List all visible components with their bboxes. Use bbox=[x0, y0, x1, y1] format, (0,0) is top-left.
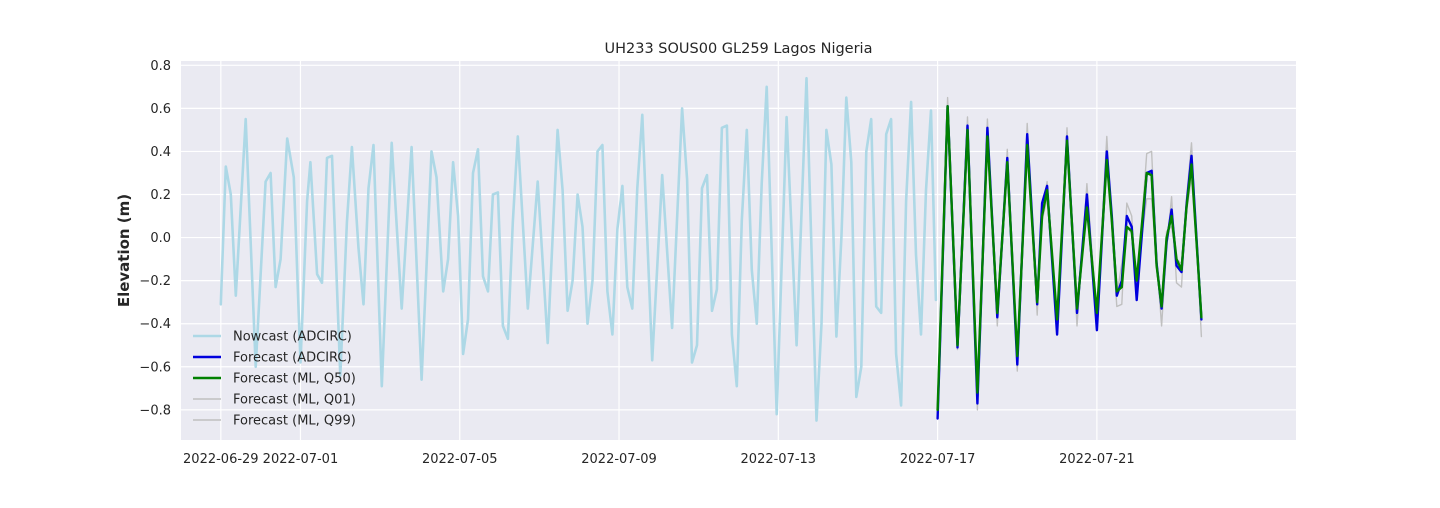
y-axis-ticks: −0.8 −0.6 −0.4 −0.2 0.0 0.2 0.4 0.6 0.8 bbox=[139, 59, 171, 419]
legend-label: Forecast (ML, Q99) bbox=[233, 414, 356, 429]
legend-label: Nowcast (ADCIRC) bbox=[233, 330, 352, 345]
x-tick-label: 2022-07-17 bbox=[900, 452, 976, 467]
x-axis-ticks: 2022-06-29 2022-07-01 2022-07-05 2022-07-09… bbox=[183, 452, 1135, 467]
x-tick-label: 2022-07-21 bbox=[1059, 452, 1135, 467]
chart-title: UH233 SOUS00 GL259 Lagos Nigeria bbox=[605, 41, 873, 57]
x-tick-label: 2022-06-29 bbox=[183, 452, 259, 467]
y-tick-label: 0.4 bbox=[150, 145, 171, 160]
legend-label: Forecast (ML, Q01) bbox=[233, 393, 356, 408]
legend-label: Forecast (ML, Q50) bbox=[233, 372, 356, 387]
series-lines bbox=[219, 76, 1203, 422]
series-line-forecast-ml-q50 bbox=[936, 105, 1203, 412]
x-tick-label: 2022-07-13 bbox=[741, 452, 817, 467]
y-tick-label: −0.6 bbox=[139, 360, 171, 375]
y-tick-label: 0.8 bbox=[150, 59, 171, 74]
x-tick-label: 2022-07-01 bbox=[263, 452, 339, 467]
y-tick-label: −0.8 bbox=[139, 403, 171, 418]
y-tick-label: −0.4 bbox=[139, 317, 171, 332]
series-line-nowcast-adcirc bbox=[219, 76, 938, 422]
y-tick-label: 0.6 bbox=[150, 102, 171, 117]
y-tick-label: 0.2 bbox=[150, 188, 171, 203]
y-tick-label: 0.0 bbox=[150, 231, 171, 246]
legend-label: Forecast (ADCIRC) bbox=[233, 351, 352, 366]
y-tick-label: −0.2 bbox=[139, 274, 171, 289]
y-axis-label: Elevation (m) bbox=[115, 194, 133, 307]
x-tick-label: 2022-07-05 bbox=[422, 452, 498, 467]
legend: Nowcast (ADCIRC) Forecast (ADCIRC) Forecas… bbox=[193, 330, 356, 429]
x-tick-label: 2022-07-09 bbox=[581, 452, 657, 467]
